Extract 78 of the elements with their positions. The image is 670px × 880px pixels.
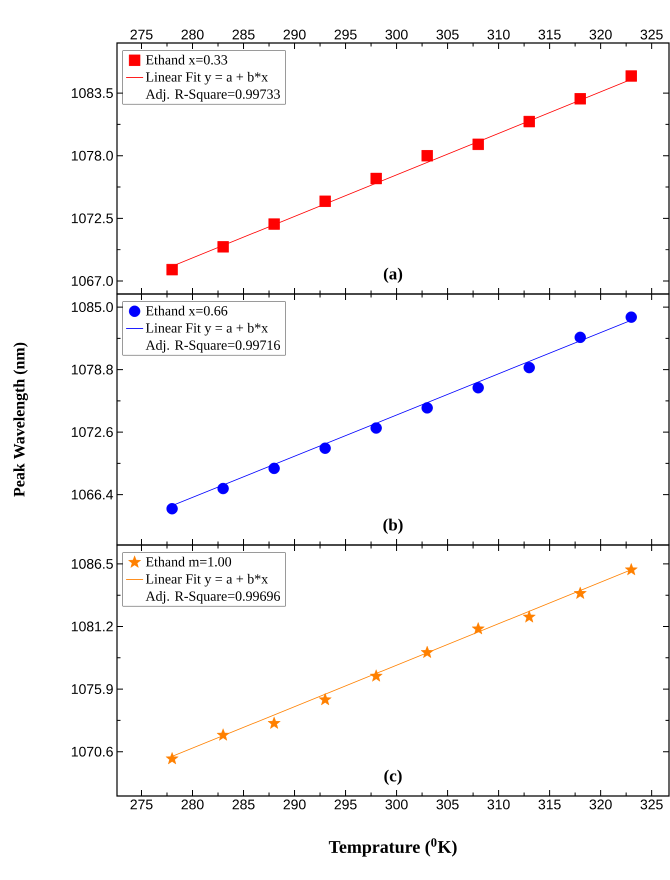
point xyxy=(574,93,586,104)
y-tick-label: 1086.5 xyxy=(72,558,113,569)
point xyxy=(268,462,280,474)
point xyxy=(166,752,178,764)
annotation: (b) xyxy=(383,518,403,534)
legend-label: Ethand x=0.66 xyxy=(146,306,228,316)
point xyxy=(166,264,178,276)
x-tick-label: 320 xyxy=(590,800,612,810)
x-tick-label: 280 xyxy=(182,30,204,40)
x-tick-label: 295 xyxy=(334,30,357,40)
x-tick-label: 315 xyxy=(538,30,561,40)
x-tick-label: 275 xyxy=(130,800,153,810)
legend-label: Ethand x=0.33 xyxy=(146,54,228,65)
x-tick-label: 290 xyxy=(284,800,306,810)
point xyxy=(370,172,382,184)
annotation: Adj. R-Square=0.99733 xyxy=(146,89,280,102)
y-tick-label: 1078.0 xyxy=(72,150,113,161)
point xyxy=(217,482,229,494)
point xyxy=(574,586,587,599)
point xyxy=(268,218,280,230)
x-tick-label: 285 xyxy=(232,30,255,40)
y-tick-label: 1072.5 xyxy=(72,213,113,224)
point xyxy=(421,150,433,162)
point xyxy=(472,138,484,150)
point xyxy=(370,669,383,682)
x-tick-label: 295 xyxy=(334,800,357,810)
x-tick-label: 275 xyxy=(130,30,153,40)
x-tick-label: 310 xyxy=(488,800,510,810)
legend-label: Linear Fit y = a + b*x xyxy=(146,72,268,85)
y-tick-label: 1078.8 xyxy=(72,364,113,375)
point xyxy=(524,362,535,374)
point xyxy=(472,622,485,634)
annotation: Adj. R-Square=0.99696 xyxy=(146,591,280,604)
point xyxy=(574,332,586,344)
y-axis-title: Peak Wavelength (nm) xyxy=(13,342,28,497)
point xyxy=(626,70,637,82)
x-tick-label: 315 xyxy=(538,800,561,810)
x-tick-label: 305 xyxy=(436,30,459,40)
y-tick-label: 1067.0 xyxy=(72,276,113,286)
point xyxy=(216,728,230,741)
point xyxy=(626,311,637,323)
x-tick-label: 310 xyxy=(488,30,510,40)
y-tick-label: 1070.6 xyxy=(72,746,113,757)
point xyxy=(524,116,535,128)
x-tick-label: 290 xyxy=(284,30,306,40)
x-axis-title: Temprature ($^{0}$K) xyxy=(328,838,457,857)
point xyxy=(472,382,484,394)
legend-label: Ethand m=1.00 xyxy=(146,556,232,567)
y-tick-label: 1081.2 xyxy=(72,622,113,632)
point xyxy=(522,610,536,623)
point xyxy=(370,422,382,434)
point xyxy=(420,646,434,658)
x-tick-label: 300 xyxy=(385,800,408,810)
point xyxy=(268,716,281,729)
y-tick-label: 1072.6 xyxy=(72,427,113,438)
point xyxy=(624,563,638,576)
point xyxy=(319,196,331,207)
x-tick-label: 325 xyxy=(640,30,663,40)
y-tick-label: 1083.5 xyxy=(72,88,113,98)
point xyxy=(318,693,332,706)
point xyxy=(166,503,178,514)
y-tick-label: 1085.0 xyxy=(72,302,113,312)
x-tick-label: 285 xyxy=(232,800,255,810)
annotation: (a) xyxy=(384,268,402,283)
x-tick-label: 325 xyxy=(640,800,663,810)
point xyxy=(319,442,331,454)
legend-label: Linear Fit y = a + b*x xyxy=(146,574,268,587)
legend-label: Linear Fit y = a + b*x xyxy=(146,322,268,336)
point xyxy=(217,241,229,253)
annotation: Adj. R-Square=0.99716 xyxy=(146,340,280,353)
x-tick-label: 305 xyxy=(436,800,459,810)
x-tick-label: 280 xyxy=(182,800,204,810)
point xyxy=(421,402,433,414)
x-tick-label: 320 xyxy=(590,30,612,40)
y-tick-label: 1066.4 xyxy=(72,490,114,500)
annotation: (c) xyxy=(384,770,402,785)
y-tick-label: 1075.9 xyxy=(72,684,113,694)
x-tick-label: 300 xyxy=(385,30,408,40)
